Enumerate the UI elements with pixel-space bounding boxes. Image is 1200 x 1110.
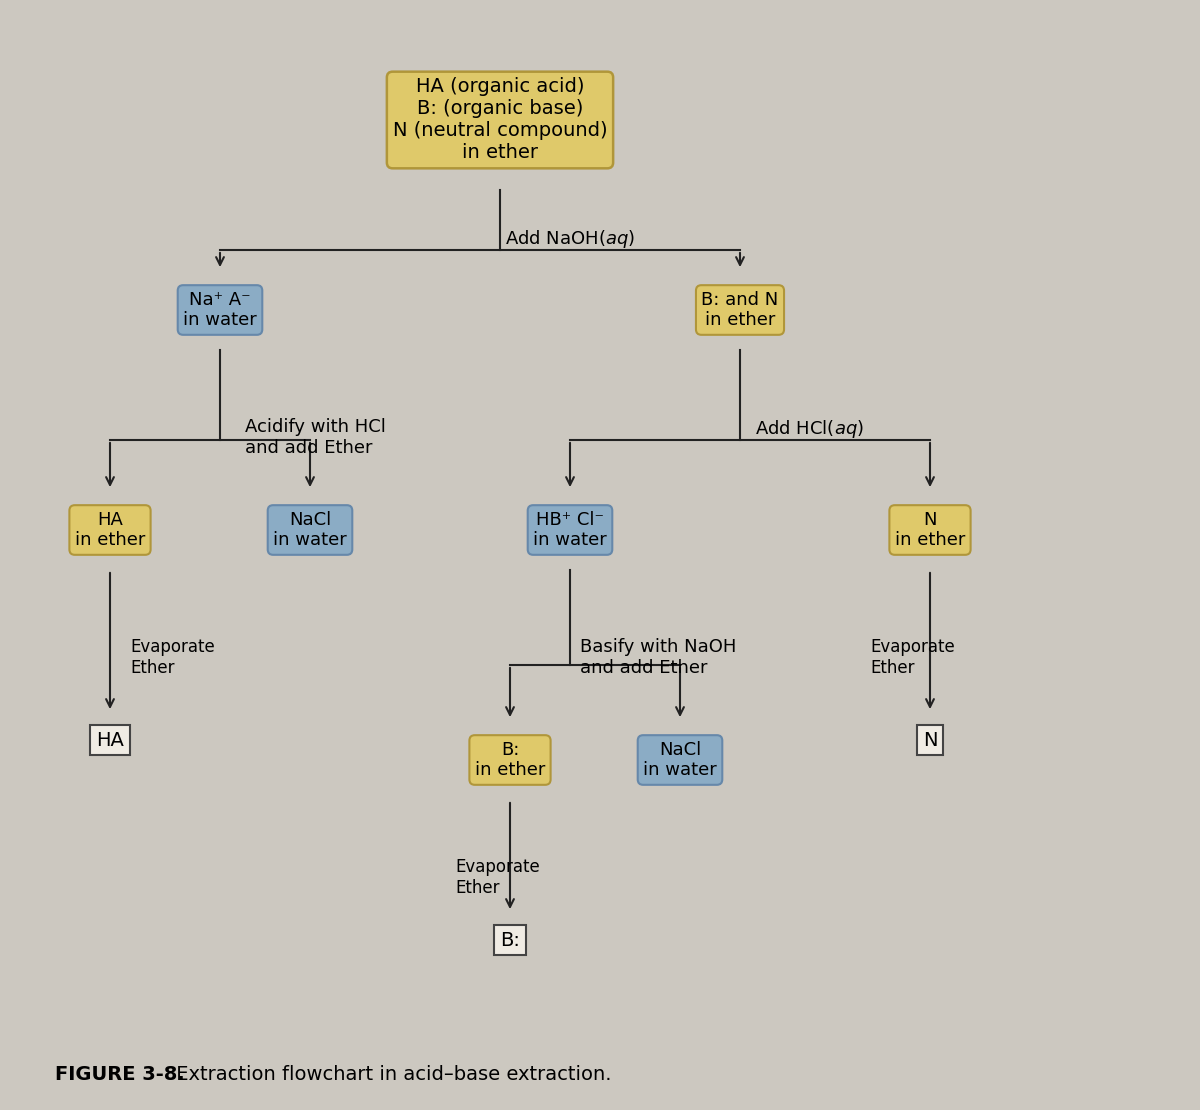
Text: Evaporate
Ether: Evaporate Ether: [130, 638, 215, 677]
Text: Basify with NaOH
and add Ether: Basify with NaOH and add Ether: [580, 638, 737, 677]
Text: Acidify with HCl
and add Ether: Acidify with HCl and add Ether: [245, 418, 386, 457]
Text: Na⁺ A⁻
in water: Na⁺ A⁻ in water: [184, 291, 257, 330]
Text: FIGURE 3-8.: FIGURE 3-8.: [55, 1066, 185, 1084]
Text: Extraction flowchart in acid–base extraction.: Extraction flowchart in acid–base extrac…: [170, 1066, 612, 1084]
Text: B:: B:: [500, 930, 520, 949]
Text: N: N: [923, 730, 937, 749]
Text: Add NaOH($\it{aq}$): Add NaOH($\it{aq}$): [505, 228, 635, 250]
Text: NaCl
in water: NaCl in water: [274, 511, 347, 549]
Text: HA: HA: [96, 730, 124, 749]
Text: NaCl
in water: NaCl in water: [643, 740, 716, 779]
Text: B: and N
in ether: B: and N in ether: [701, 291, 779, 330]
Text: N
in ether: N in ether: [895, 511, 965, 549]
Text: Evaporate
Ether: Evaporate Ether: [870, 638, 955, 677]
Text: HB⁺ Cl⁻
in water: HB⁺ Cl⁻ in water: [533, 511, 607, 549]
Text: HA
in ether: HA in ether: [74, 511, 145, 549]
Text: Evaporate
Ether: Evaporate Ether: [455, 858, 540, 897]
Text: HA (organic acid)
B: (organic base)
N (neutral compound)
in ether: HA (organic acid) B: (organic base) N (n…: [392, 78, 607, 162]
Text: B:
in ether: B: in ether: [475, 740, 545, 779]
Text: Add HCl($\it{aq}$): Add HCl($\it{aq}$): [755, 418, 864, 440]
